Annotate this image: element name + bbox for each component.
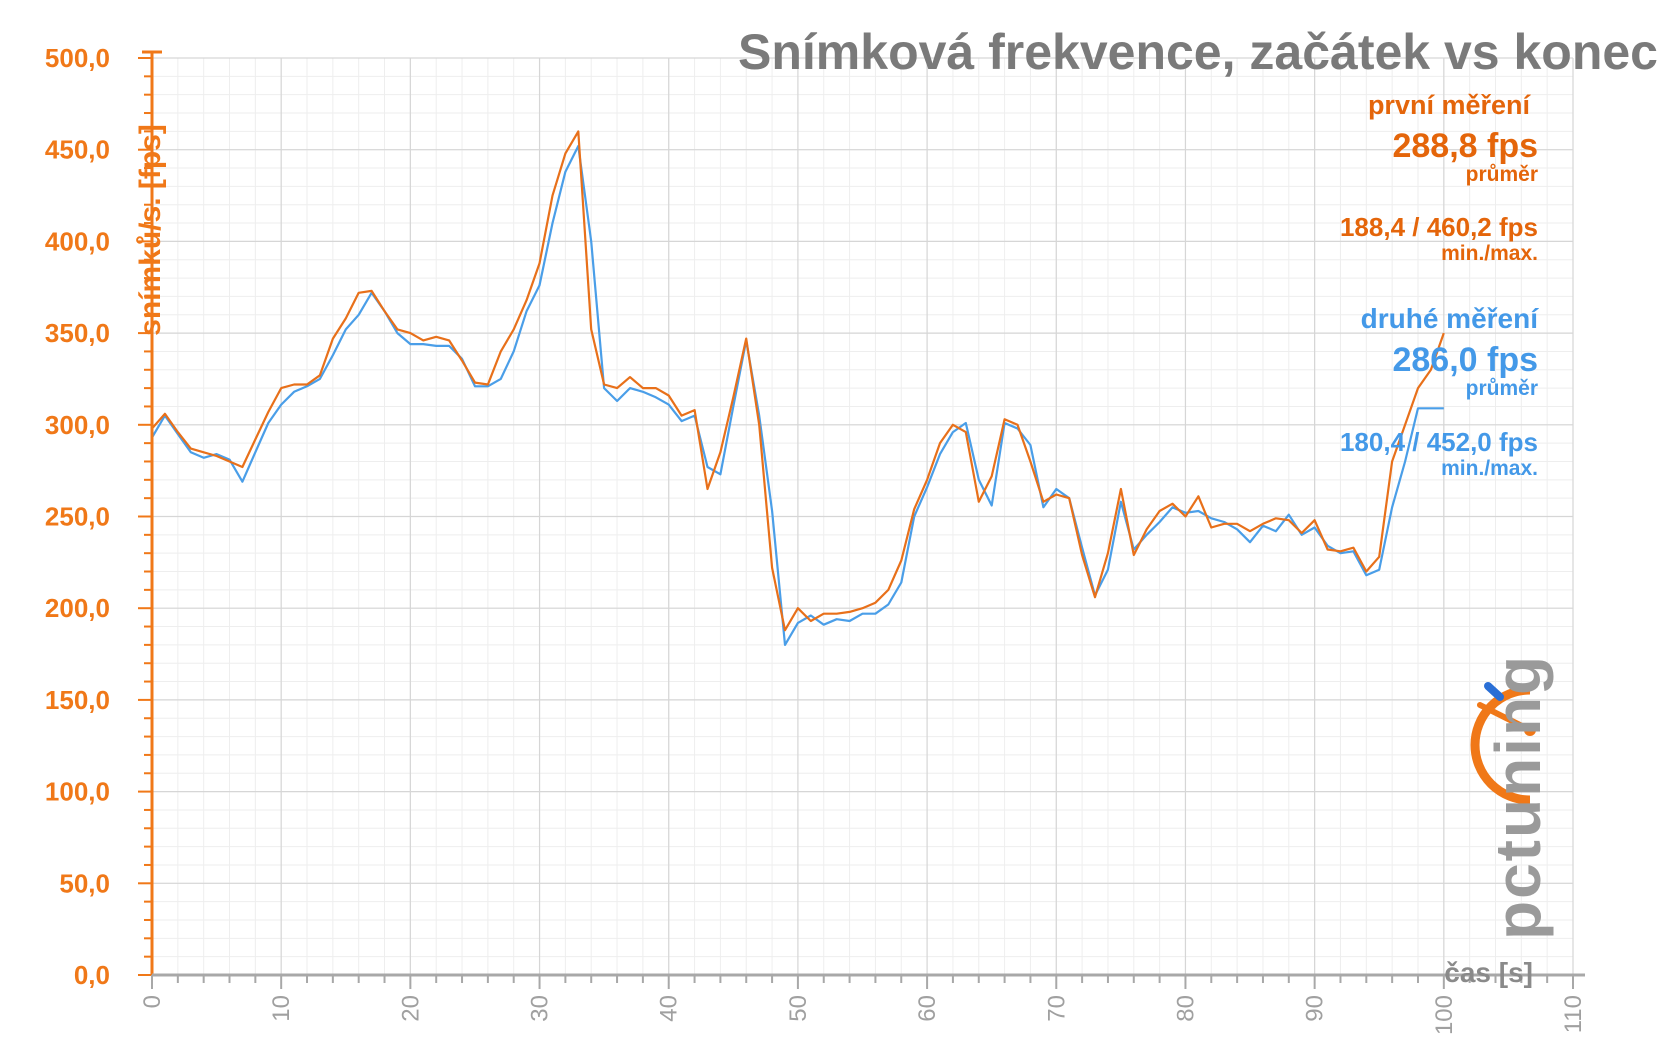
chart-title: Snímková frekvence, začátek vs konec <box>738 24 1658 80</box>
y-tick-label: 450,0 <box>45 135 110 165</box>
pctuning-logo: pctuning <box>1470 654 1554 940</box>
x-tick-label: 60 <box>914 995 941 1022</box>
first-avg-value: 288,8 fps <box>1392 127 1538 165</box>
second-series-name: druhé měření <box>1361 303 1540 334</box>
x-tick-label: 10 <box>268 995 295 1022</box>
legend-first-measurement: první měření 288,8 fps průměr 188,4 / 46… <box>1340 90 1538 265</box>
x-axis-label: čas [s] <box>1444 957 1533 988</box>
x-tick-label: 100 <box>1431 995 1458 1035</box>
first-minmax-value: 188,4 / 460,2 fps <box>1340 212 1538 242</box>
x-tick-label: 20 <box>397 995 424 1022</box>
y-tick-label: 0,0 <box>74 960 110 990</box>
y-tick-label: 150,0 <box>45 685 110 715</box>
y-tick-label: 100,0 <box>45 777 110 807</box>
gauge-icon <box>1470 682 1536 805</box>
series-line-first <box>151 130 1445 632</box>
y-axis-label: snímků/s. [fps] <box>134 124 167 336</box>
y-tick-label: 500,0 <box>45 43 110 73</box>
y-tick-label: 350,0 <box>45 318 110 348</box>
x-tick-label: 80 <box>1172 995 1199 1022</box>
first-avg-label: průměr <box>1466 163 1538 186</box>
x-tick-label: 50 <box>785 995 812 1022</box>
second-minmax-value: 180,4 / 452,0 fps <box>1340 427 1538 457</box>
y-tick-label: 250,0 <box>45 502 110 532</box>
legend-second-measurement: druhé měření 286,0 fps průměr 180,4 / 45… <box>1340 303 1539 480</box>
x-tick-label: 40 <box>656 995 683 1022</box>
y-tick-label: 50,0 <box>59 868 110 898</box>
x-tick-label: 70 <box>1043 995 1070 1022</box>
logo-wordmark: pctuning <box>1482 654 1554 940</box>
second-avg-value: 286,0 fps <box>1392 341 1538 379</box>
second-avg-label: průměr <box>1466 377 1538 400</box>
y-ticks: 0,0 50,0 100,0 150,0 200,0 250,0 300,0 350,0 400… <box>45 43 110 990</box>
x-tick-label: 30 <box>527 995 554 1022</box>
y-tick-label: 400,0 <box>45 226 110 256</box>
second-minmax-label: min./max. <box>1441 457 1538 480</box>
first-minmax-label: min./max. <box>1441 242 1538 265</box>
grid <box>151 57 1574 976</box>
axes <box>138 50 1585 989</box>
x-tick-label: 0 <box>139 995 166 1008</box>
x-tick-label: 90 <box>1302 995 1329 1022</box>
y-tick-label: 300,0 <box>45 410 110 440</box>
x-ticks: 0 10 20 30 40 50 60 70 80 90 100 110 <box>139 995 1587 1035</box>
first-series-name: první měření <box>1368 90 1532 120</box>
y-tick-label: 200,0 <box>45 593 110 623</box>
x-tick-label: 110 <box>1560 995 1587 1033</box>
series-layer <box>151 130 1445 647</box>
